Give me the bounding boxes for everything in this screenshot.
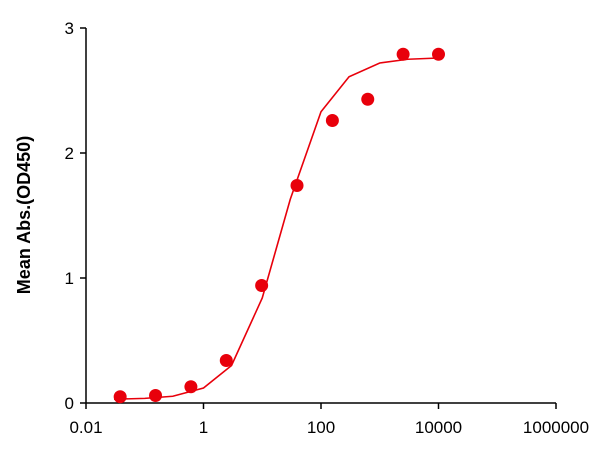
- data-point: [219, 354, 233, 367]
- data-point: [432, 47, 445, 61]
- data-point: [113, 390, 127, 404]
- y-tick-label: 3: [65, 19, 74, 38]
- y-tick-label: 0: [65, 394, 74, 413]
- data-point: [396, 47, 410, 61]
- data-point: [149, 389, 163, 402]
- data-point: [255, 279, 269, 292]
- x-tick-label: 1000000: [523, 418, 589, 437]
- y-tick-label: 2: [65, 144, 74, 163]
- x-tick-label: 100: [307, 418, 335, 437]
- data-point: [184, 380, 198, 394]
- fit-curve: [114, 57, 439, 401]
- data-point: [290, 179, 304, 192]
- data-point: [361, 92, 375, 106]
- y-axis-label: Mean Abs.(OD450): [14, 136, 34, 294]
- x-tick-label: 1: [199, 418, 208, 437]
- x-tick-label: 0.01: [69, 418, 102, 437]
- y-tick-label: 1: [65, 269, 74, 288]
- x-tick-label: 10000: [415, 418, 462, 437]
- data-point: [325, 114, 339, 127]
